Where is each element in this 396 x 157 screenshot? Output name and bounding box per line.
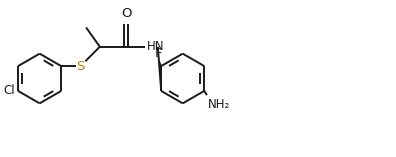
Text: HN: HN <box>147 40 164 53</box>
Text: O: O <box>121 8 131 20</box>
Text: S: S <box>76 60 85 73</box>
Text: F: F <box>155 47 162 60</box>
Text: NH₂: NH₂ <box>208 98 230 111</box>
Text: Cl: Cl <box>4 84 15 97</box>
